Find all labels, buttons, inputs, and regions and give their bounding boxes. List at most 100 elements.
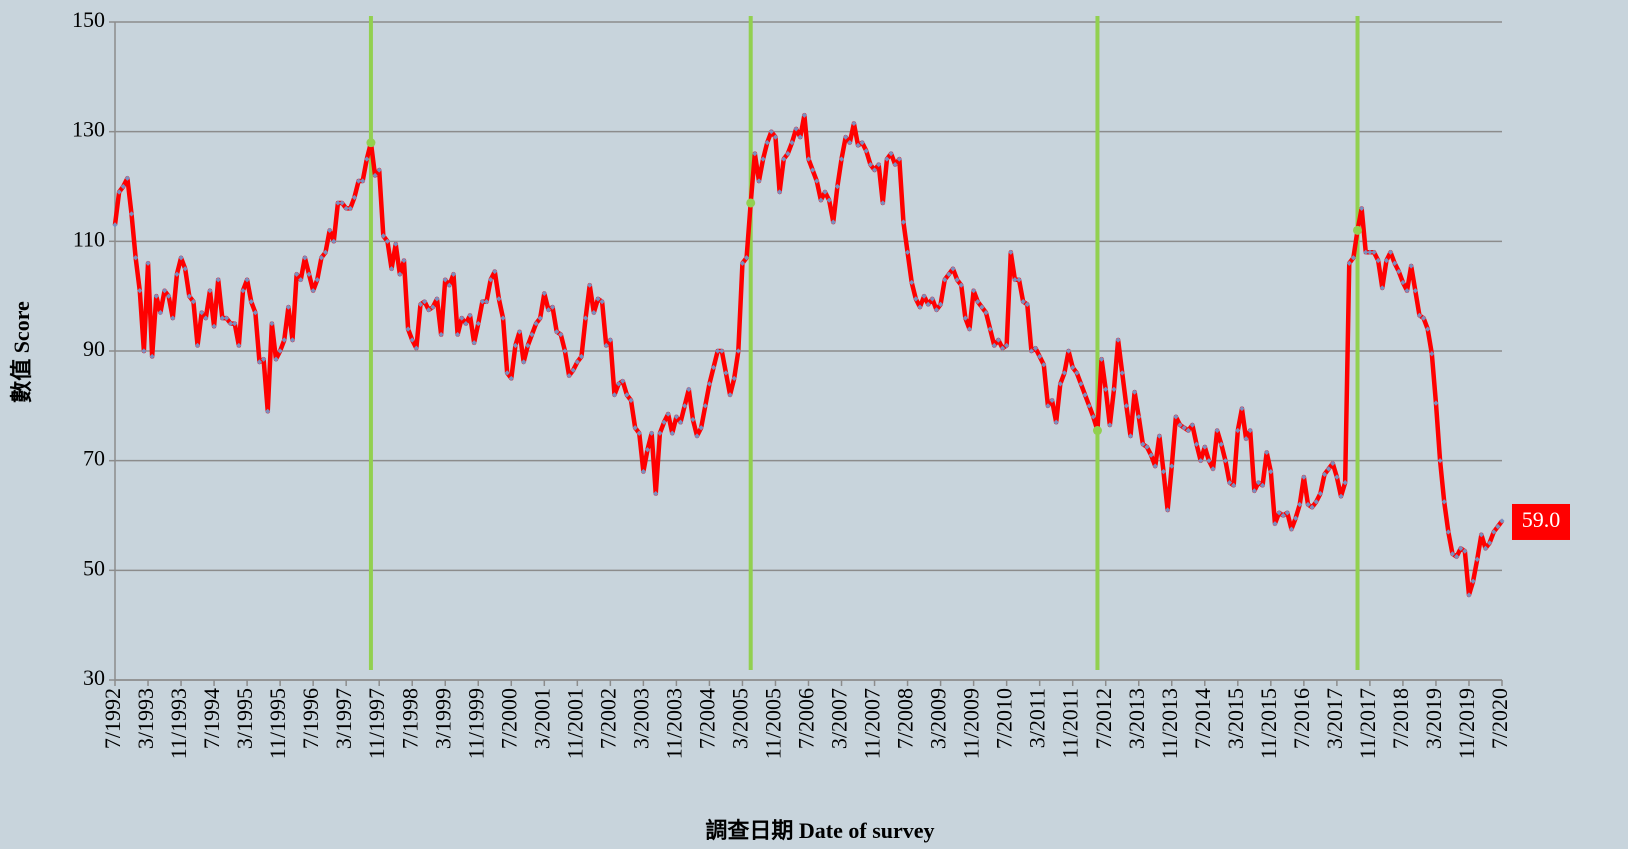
data-point [1123,403,1129,409]
data-point [1272,521,1278,527]
data-point [616,381,622,387]
data-point [764,140,770,146]
data-point [937,301,944,307]
data-point [578,353,585,360]
data-point [384,238,391,244]
data-point [318,255,324,261]
data-point [455,331,461,338]
data-point [822,189,828,195]
data-point [149,353,155,360]
data-point [896,156,902,162]
x-tick-label: 3/1995 [232,688,257,749]
data-point [921,293,927,299]
data-point [562,348,568,354]
data-point [1425,326,1431,332]
data-point [929,296,935,302]
data-point [706,381,713,387]
data-point [430,304,436,310]
data-point [1103,386,1109,392]
data-point [1107,422,1113,428]
x-tick-label: 11/1993 [166,688,191,759]
data-point [1363,249,1369,255]
x-tick-label: 3/2003 [628,688,653,749]
data-point [673,414,680,420]
data-point [545,307,552,313]
x-tick-label: 11/2007 [860,688,885,759]
data-point [211,323,217,329]
data-point [388,266,395,272]
data-point [653,490,659,497]
data-point [124,175,130,181]
data-point [1342,480,1348,486]
data-point [170,315,176,321]
data-point [574,359,580,365]
data-point [446,282,452,288]
data-point [128,211,135,217]
data-point [331,238,337,244]
data-point [1284,510,1290,516]
x-tick-label: 3/2009 [926,688,951,749]
data-point [814,178,820,184]
data-point [1264,449,1270,456]
data-point [252,310,258,316]
data-point [1247,427,1253,434]
data-point [904,249,911,255]
data-point [1251,488,1257,494]
data-point [723,370,729,376]
y-tick-label: 30 [83,665,105,690]
reference-lines [368,16,1360,670]
data-point [1020,299,1026,305]
data-point [1053,419,1059,425]
data-point [909,279,915,286]
x-tick-label: 11/2001 [562,688,587,759]
data-point [1189,422,1196,428]
data-point [1462,548,1468,554]
data-point [471,340,477,346]
data-point [826,197,832,203]
reference-point [1353,225,1363,235]
data-point [1243,436,1249,442]
data-point [1041,362,1047,368]
data-point [1185,427,1191,434]
data-point [661,419,667,425]
data-point [1301,474,1307,480]
data-point [203,315,209,321]
data-point [611,392,618,398]
data-point [463,320,469,327]
data-point [1004,342,1010,349]
data-point [1086,403,1092,409]
data-point [698,425,704,431]
data-point [739,260,746,266]
data-point [240,288,246,294]
x-tick-label: 3/2013 [1124,688,1149,749]
data-point [1202,444,1208,450]
data-point [1016,277,1022,283]
data-point [768,129,774,135]
data-point [587,282,593,288]
y-tick-label: 110 [73,226,105,251]
data-point [1119,370,1125,376]
data-point [710,364,717,371]
x-tick-label: 7/2014 [1190,688,1215,749]
data-point [859,140,865,146]
series-line [112,112,1504,598]
data-point [694,433,700,439]
data-point [194,342,201,349]
data-point [1387,249,1394,255]
data-point [1416,312,1423,318]
data-point [1259,482,1266,488]
data-point [261,356,267,362]
x-tick-label: 7/2002 [595,688,620,749]
data-point [1156,433,1162,439]
y-tick-label: 90 [83,336,105,361]
data-point [347,205,353,212]
data-point [442,277,448,283]
data-point [1429,351,1435,357]
data-point [1293,515,1299,521]
data-point [760,156,766,162]
data-point [1074,370,1080,376]
data-point [954,277,960,283]
data-point [120,183,126,190]
data-point [141,348,147,354]
